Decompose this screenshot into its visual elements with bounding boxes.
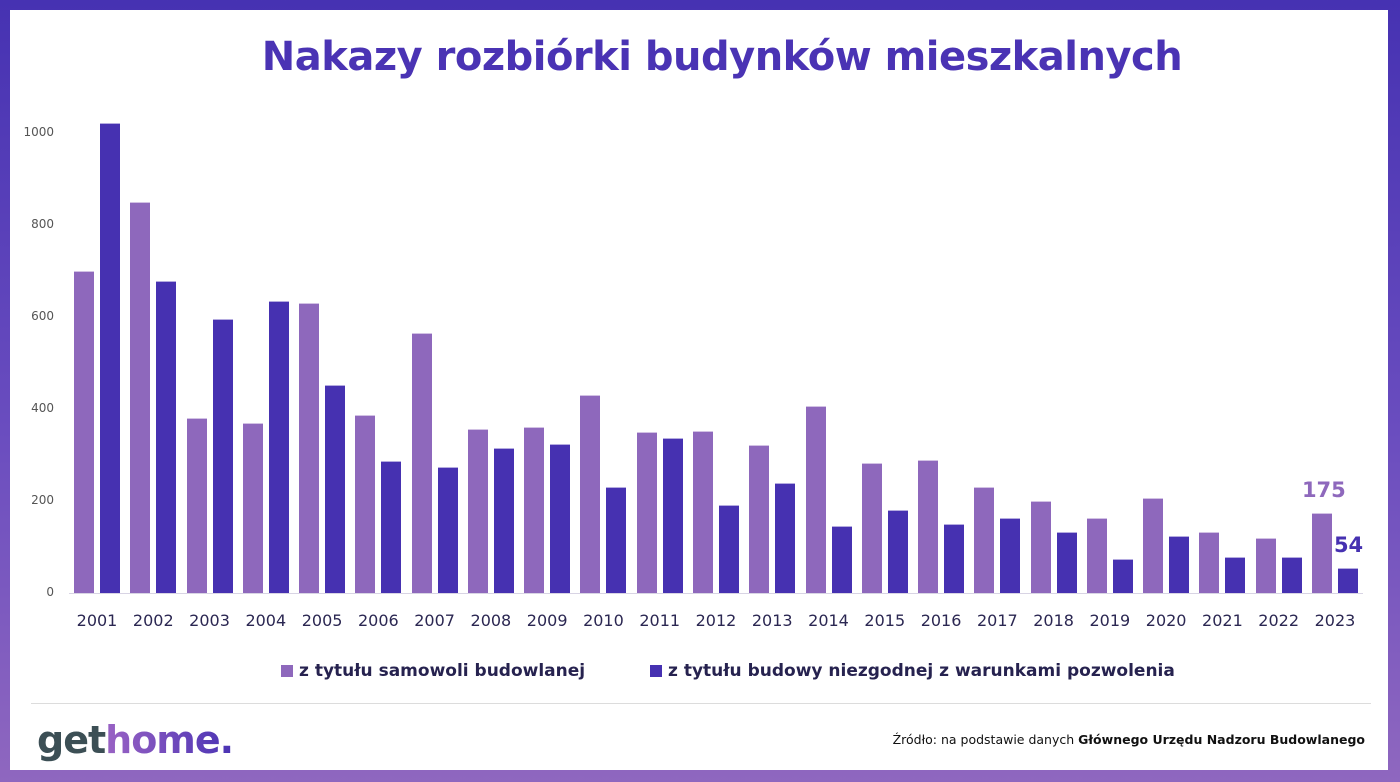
x-tick-label: 2001 — [76, 611, 118, 630]
bar-2001-samowola — [74, 271, 94, 593]
bar-2015-niezgodna — [887, 509, 908, 593]
x-tick-label: 2006 — [357, 611, 399, 630]
bar-2013-niezgodna — [775, 482, 796, 593]
bar-2011-samowola — [636, 432, 657, 593]
x-tick-label: 2005 — [301, 611, 343, 630]
bar-2006-samowola — [355, 415, 376, 593]
x-tick-label: 2014 — [808, 611, 849, 630]
bar-2010-samowola — [580, 395, 601, 593]
y-tick-label: 1000 — [23, 125, 54, 139]
x-tick-label: 2021 — [1202, 611, 1243, 630]
source-note: Źródło: na podstawie danych Głównego Urz… — [893, 732, 1365, 747]
bar-2003-samowola — [186, 417, 207, 593]
bar-2008-samowola — [467, 428, 488, 593]
bar-2012-niezgodna — [718, 505, 739, 593]
bar-2021-niezgodna — [1225, 557, 1246, 593]
chart-card: Nakazy rozbiórki budynków mieszkalnych 0… — [10, 10, 1388, 770]
bar-2016-niezgodna — [944, 524, 965, 593]
y-tick-label: 800 — [31, 217, 54, 231]
bar-2022-samowola — [1255, 537, 1276, 593]
bar-2013-samowola — [749, 444, 770, 593]
y-tick-label: 600 — [31, 309, 54, 323]
legend-swatch-dark — [650, 665, 662, 677]
bar-2004-niezgodna — [268, 301, 289, 593]
bar-2021-samowola — [1199, 531, 1220, 593]
x-tick-label: 2002 — [132, 611, 174, 630]
x-tick-label: 2009 — [526, 611, 568, 630]
x-tick-label: 2013 — [751, 611, 793, 630]
bar-2010-niezgodna — [606, 487, 627, 593]
x-tick-label: 2016 — [920, 611, 962, 630]
legend-label: z tytułu samowoli budowlanej — [299, 661, 586, 681]
bar-2014-niezgodna — [831, 525, 852, 593]
legend-label: z tytułu budowy niezgodnej z warunkami p… — [668, 661, 1175, 681]
bar-2016-samowola — [918, 459, 939, 593]
x-tick-label: 2011 — [639, 611, 681, 630]
bar-2004-samowola — [242, 422, 263, 593]
bar-2020-samowola — [1143, 498, 1164, 593]
x-tick-label: 2008 — [470, 611, 512, 630]
bar-2017-samowola — [974, 487, 995, 593]
gethome-logo: gethome. — [37, 718, 234, 762]
legend-swatch-light — [281, 665, 293, 677]
bar-2007-niezgodna — [437, 466, 458, 593]
bar-2019-samowola — [1086, 518, 1107, 593]
x-axis-line — [69, 593, 1363, 594]
x-tick-label: 2023 — [1314, 611, 1356, 630]
bar-2005-niezgodna — [325, 385, 346, 593]
bar-2008-niezgodna — [493, 447, 514, 593]
annotation-2023-niezgodna: 54 — [1333, 533, 1364, 558]
bar-2012-samowola — [692, 430, 713, 593]
x-tick-label: 2007 — [414, 611, 455, 630]
bar-2023-samowola — [1311, 512, 1332, 593]
bar-2022-niezgodna — [1281, 557, 1302, 593]
bar-2007-samowola — [411, 333, 432, 593]
x-tick-label: 2012 — [695, 611, 737, 630]
bar-2018-niezgodna — [1056, 531, 1077, 593]
annotation-2023-samowola: 175 — [1301, 477, 1346, 502]
x-tick-label: 2010 — [583, 611, 624, 630]
footer-divider — [31, 703, 1371, 704]
x-tick-label: 2015 — [864, 611, 906, 630]
legend-item-niezgodna: z tytułu budowy niezgodnej z warunkami p… — [650, 661, 1175, 681]
bar-2002-samowola — [130, 202, 151, 593]
x-tick-label: 2003 — [189, 611, 230, 630]
bar-2017-niezgodna — [1000, 518, 1021, 593]
x-tick-label: 2004 — [245, 611, 287, 630]
bar-2009-samowola — [524, 426, 545, 593]
source-prefix: Źródło: na podstawie danych — [892, 732, 1079, 747]
y-tick-label: 400 — [31, 401, 54, 415]
x-tick-label: 2018 — [1033, 611, 1074, 630]
bar-2019-niezgodna — [1112, 558, 1133, 593]
legend-item-samowola: z tytułu samowoli budowlanej — [281, 661, 585, 681]
bar-2020-niezgodna — [1169, 536, 1190, 593]
x-tick-label: 2020 — [1145, 611, 1187, 630]
bar-2015-samowola — [861, 463, 882, 593]
logo-home: home. — [105, 718, 234, 762]
bar-2009-niezgodna — [550, 444, 571, 593]
bar-2003-niezgodna — [212, 319, 233, 593]
x-tick-label: 2017 — [976, 611, 1018, 630]
bar-2018-samowola — [1030, 501, 1051, 593]
bar-2002-niezgodna — [156, 281, 177, 593]
logo-get: get — [37, 718, 106, 762]
bar-2014-samowola — [805, 405, 826, 593]
bar-2011-niezgodna — [662, 437, 683, 593]
bar-2006-niezgodna — [381, 460, 402, 593]
bar-2001-niezgodna — [100, 122, 120, 593]
chart-title: Nakazy rozbiórki budynków mieszkalnych — [261, 34, 1183, 80]
y-tick-label: 200 — [31, 493, 54, 507]
bar-2005-samowola — [299, 302, 320, 593]
bar-2023-niezgodna — [1337, 568, 1358, 593]
x-tick-label: 2022 — [1258, 611, 1300, 630]
x-tick-label: 2019 — [1089, 611, 1131, 630]
y-tick-label: 0 — [46, 585, 54, 599]
source-institution: Głównego Urzędu Nadzoru Budowlanego — [1078, 732, 1365, 747]
